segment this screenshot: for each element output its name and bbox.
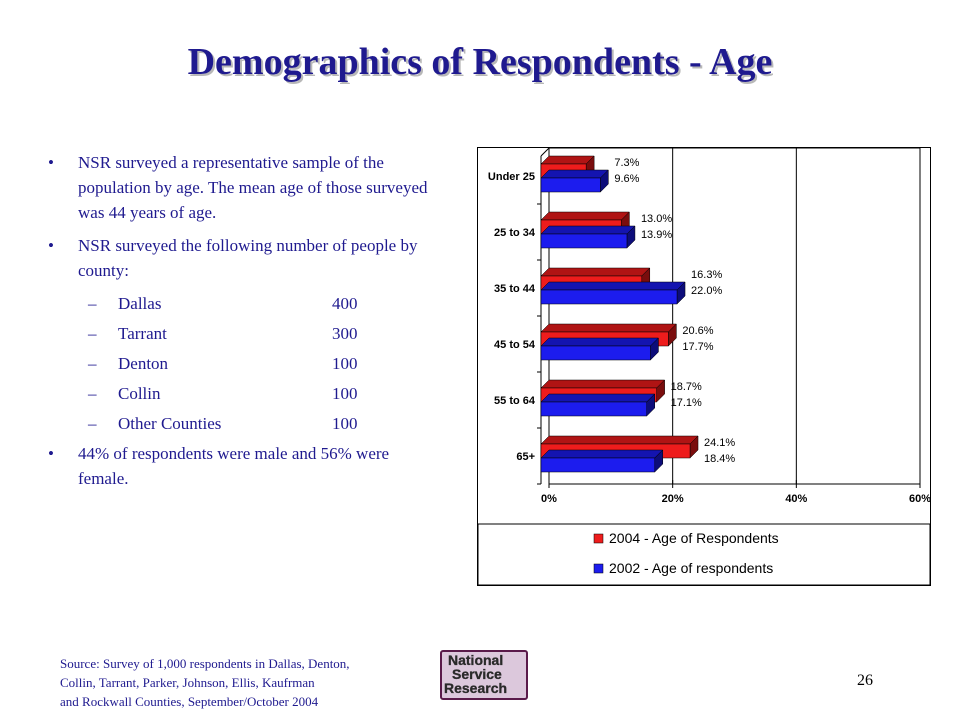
- data-label-2004: 7.3%: [614, 157, 639, 169]
- bar-2002: [540, 233, 628, 249]
- data-label-2004: 24.1%: [704, 437, 735, 449]
- page-title: Demographics of Respondents - Age: [187, 41, 773, 83]
- bar-2002: [540, 457, 656, 473]
- x-tick-label: 0%: [541, 493, 557, 505]
- x-tick-label: 60%: [909, 493, 930, 505]
- bullet-item-gender: • 44% of respondents were male and 56% w…: [48, 441, 443, 491]
- data-label-2002: 22.0%: [691, 285, 722, 297]
- legend-label: 2002 - Age of respondents: [609, 560, 773, 576]
- county-row-dallas: – Dallas 400: [48, 291, 443, 321]
- bullet-text: 44% of respondents were male and 56% wer…: [78, 444, 390, 488]
- bullet-glyph: •: [48, 236, 54, 255]
- category-label: 35 to 44: [494, 283, 536, 295]
- bar-2002: [540, 345, 651, 361]
- bullet-glyph: •: [48, 153, 54, 172]
- bullet-item-sample: • NSR surveyed a representative sample o…: [48, 150, 443, 225]
- legend-label: 2004 - Age of Respondents: [609, 530, 779, 546]
- legend-swatch-2004: [593, 533, 604, 544]
- bullet-text: NSR surveyed a representative sample of …: [78, 153, 428, 222]
- bar-2002: [540, 177, 601, 193]
- source-line: Source: Survey of 1,000 respondents in D…: [60, 656, 350, 671]
- source-line: and Rockwall Counties, September/October…: [60, 694, 319, 709]
- bar-top: [540, 449, 664, 459]
- logo-text: Research: [444, 680, 507, 696]
- bar-top: [540, 393, 656, 403]
- county-count: 400: [332, 294, 358, 313]
- bar-top: [540, 281, 686, 291]
- category-label: 25 to 34: [494, 227, 536, 239]
- bar-2002: [540, 401, 647, 417]
- data-label-2004: 18.7%: [671, 381, 702, 393]
- x-tick-label: 20%: [662, 493, 684, 505]
- source-line: Collin, Tarrant, Parker, Johnson, Ellis,…: [60, 675, 315, 690]
- page-number: 26: [857, 672, 873, 689]
- logo-text: Service: [452, 666, 502, 682]
- bar-top: [540, 155, 595, 165]
- county-name: Dallas: [118, 294, 162, 313]
- bullet-item-county: • NSR surveyed the following number of p…: [48, 233, 443, 283]
- county-row-other: – Other Counties 100: [48, 411, 443, 441]
- dash-glyph: –: [88, 324, 97, 343]
- county-name: Tarrant: [118, 324, 167, 343]
- dash-glyph: –: [88, 414, 97, 433]
- data-label-2004: 13.0%: [641, 213, 672, 225]
- x-tick-label: 40%: [785, 493, 807, 505]
- bar-top: [540, 225, 636, 235]
- data-label-2002: 17.7%: [682, 341, 713, 353]
- logo-plate: [440, 650, 528, 700]
- data-label-2002: 17.1%: [671, 397, 702, 409]
- bar-top: [540, 435, 699, 445]
- logo-text: National: [448, 652, 503, 668]
- age-bar-chart: 0% 20% 40% 60% Under 25 7.3% 9.6% 25 to 34 13.0%…: [478, 148, 930, 585]
- bullet-glyph: •: [48, 444, 54, 463]
- bar-top: [540, 323, 677, 333]
- bar-top: [540, 337, 660, 347]
- category-label: 45 to 54: [494, 339, 536, 351]
- county-row-collin: – Collin 100: [48, 381, 443, 411]
- plot-area: [548, 148, 921, 485]
- county-count: 300: [332, 324, 358, 343]
- category-label: Under 25: [488, 171, 535, 183]
- bullet-text: NSR surveyed the following number of peo…: [78, 236, 418, 280]
- category-label: 55 to 64: [494, 395, 536, 407]
- bullet-list: • NSR surveyed a representative sample o…: [48, 150, 443, 499]
- county-row-denton: – Denton 100: [48, 351, 443, 381]
- county-name: Collin: [118, 384, 161, 403]
- dash-glyph: –: [88, 294, 97, 313]
- age-chart: 0% 20% 40% 60% Under 25 7.3% 9.6% 25 to 34 13.0%…: [477, 147, 931, 586]
- county-count: 100: [332, 414, 358, 433]
- bar-top: [540, 211, 630, 221]
- bar-top: [540, 379, 666, 389]
- dash-glyph: –: [88, 384, 97, 403]
- bar-top: [540, 267, 651, 277]
- nsr-logo: National Service Research: [440, 650, 528, 700]
- bar-2002: [540, 289, 678, 305]
- bar-top: [540, 169, 609, 179]
- source-note: Source: Survey of 1,000 respondents in D…: [60, 654, 350, 711]
- data-label-2004: 20.6%: [682, 325, 713, 337]
- data-label-2002: 18.4%: [704, 453, 735, 465]
- data-label-2002: 9.6%: [614, 173, 639, 185]
- county-count: 100: [332, 384, 358, 403]
- county-row-tarrant: – Tarrant 300: [48, 321, 443, 351]
- data-label-2004: 16.3%: [691, 269, 722, 281]
- category-label: 65+: [516, 451, 535, 463]
- legend-swatch-2002: [593, 563, 604, 574]
- dash-glyph: –: [88, 354, 97, 373]
- county-name: Denton: [118, 354, 169, 373]
- legend-box: [478, 523, 930, 585]
- county-name: Other Counties: [118, 414, 222, 433]
- wall-edge: [540, 148, 550, 157]
- data-label-2002: 13.9%: [641, 229, 672, 241]
- county-count: 100: [332, 354, 358, 373]
